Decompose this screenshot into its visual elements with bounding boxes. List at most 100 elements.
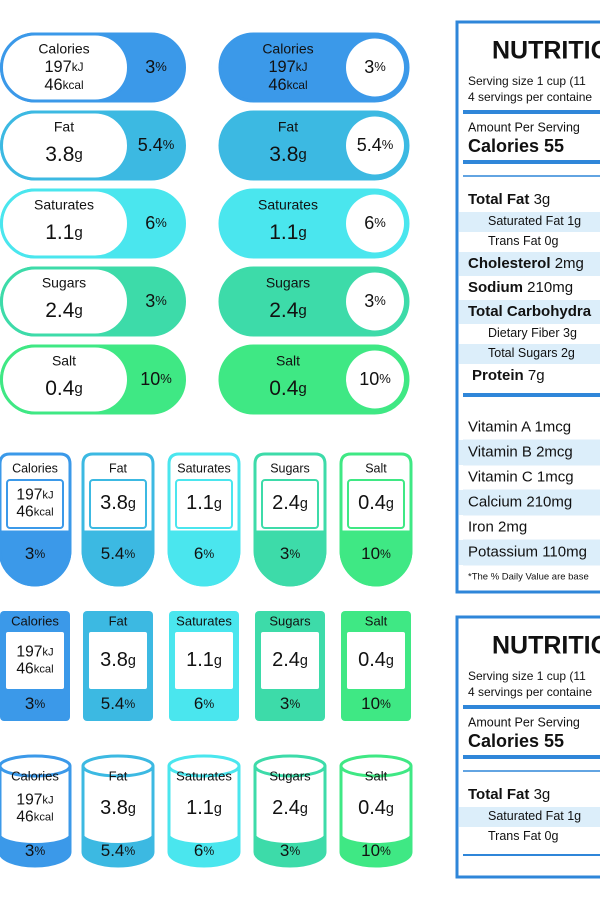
- value: 0.4: [358, 492, 386, 514]
- row-amount: 1mcg: [537, 468, 574, 485]
- nutrient-name: Saturates: [34, 197, 94, 213]
- value: 3: [280, 694, 289, 713]
- vitamin-row: Calcium 210mg: [468, 493, 572, 510]
- unit: %: [155, 215, 167, 230]
- percent: 3%: [280, 841, 300, 860]
- value: 5.4: [101, 544, 125, 563]
- row-label: Total Carbohydra: [468, 303, 592, 320]
- capsule-box: [6, 479, 64, 529]
- value: 197: [268, 59, 295, 77]
- nutrient-row: Trans Fat 0g: [488, 829, 558, 843]
- percent: 3%: [364, 291, 386, 311]
- unit: g: [128, 496, 136, 512]
- value: 3.8: [100, 797, 128, 819]
- unit: %: [289, 697, 300, 711]
- value: 197: [16, 792, 42, 809]
- capsule-box: [175, 479, 233, 529]
- percent: 3%: [25, 544, 45, 563]
- unit: kJ: [42, 795, 53, 807]
- value: 3: [25, 841, 34, 860]
- row-band: [459, 807, 600, 827]
- pill-inner: [0, 110, 130, 181]
- value: 3.8: [45, 143, 74, 166]
- unit: %: [124, 547, 135, 561]
- rule: [463, 755, 600, 759]
- percent: 10%: [361, 694, 391, 713]
- footnote: *The % Daily Value are base: [468, 572, 589, 583]
- row-label: Vitamin A: [468, 418, 531, 435]
- unit: %: [124, 844, 135, 858]
- unit: g: [128, 653, 136, 669]
- value: 6: [194, 694, 203, 713]
- unit: g: [298, 380, 306, 397]
- tag-box: [6, 632, 64, 689]
- value: 5.4: [101, 841, 125, 860]
- amount: 46kcal: [16, 660, 53, 677]
- value: 10: [361, 841, 380, 860]
- amount: 3.8g: [100, 492, 136, 514]
- value: 5.4: [138, 135, 163, 155]
- value: 10: [361, 544, 380, 563]
- cylinder-bottom: [169, 833, 239, 866]
- unit: %: [374, 215, 386, 230]
- cylinder-top: [339, 754, 413, 778]
- nutrient-row: Total Sugars 2g: [488, 346, 575, 360]
- row-amount: 1g: [567, 214, 581, 228]
- value: 2.4: [272, 492, 300, 514]
- value: 2.4: [272, 649, 300, 671]
- value: 5.4: [357, 135, 382, 155]
- nutrient-name: Sugars: [42, 275, 86, 291]
- value: 1.1: [186, 492, 214, 514]
- row-amount: 3g: [534, 191, 551, 208]
- unit: g: [300, 801, 308, 817]
- capsule-box: [89, 479, 147, 529]
- amount: 1.1g: [186, 649, 222, 671]
- vitamin-row: Potassium 110mg: [468, 543, 587, 560]
- row-band: [459, 440, 600, 465]
- unit: %: [380, 844, 391, 858]
- unit: %: [163, 137, 175, 152]
- nutrient-name: Sugars: [266, 275, 310, 291]
- amount: 46kcal: [16, 503, 53, 520]
- row-amount: 2g: [561, 346, 575, 360]
- row-band: [459, 252, 600, 276]
- unit: g: [74, 302, 82, 319]
- row-amount: 1g: [567, 809, 581, 823]
- unit: %: [160, 371, 172, 386]
- pill-inner: [0, 188, 130, 259]
- unit: %: [374, 59, 386, 74]
- amount: 197kJ: [268, 59, 307, 77]
- percent: 5.4%: [101, 694, 136, 713]
- nutrient-name: Calories: [12, 461, 58, 475]
- nutrient-name: Salt: [365, 461, 387, 475]
- row-label: Total Sugars: [488, 346, 557, 360]
- cylinder-bottom: [0, 833, 70, 866]
- tag-box: [89, 632, 147, 689]
- pill-circle: [346, 194, 404, 253]
- cylinder-top: [253, 754, 327, 778]
- vitamin-row: Vitamin C 1mcg: [468, 468, 574, 485]
- label-title: NUTRITIO: [492, 37, 600, 65]
- pill-inner: [0, 266, 130, 337]
- percent: 6%: [364, 213, 386, 233]
- nutrient-name: Salt: [276, 353, 300, 369]
- value: 3: [145, 57, 155, 77]
- rule: [463, 160, 600, 164]
- nutrient-name: Calories: [11, 613, 59, 628]
- cylinder-bottom: [341, 833, 411, 866]
- unit: g: [214, 801, 222, 817]
- percent: 3%: [280, 694, 300, 713]
- amount-per: Amount Per Serving: [468, 715, 580, 729]
- nutrient-name: Sugars: [269, 768, 311, 783]
- unit: %: [203, 547, 214, 561]
- amount: 2.4g: [272, 492, 308, 514]
- value: 3: [25, 544, 34, 563]
- capsule-bottom: [167, 530, 241, 587]
- unit: %: [34, 844, 45, 858]
- serving: 4 servings per containe: [468, 90, 592, 104]
- value: 3: [364, 291, 374, 311]
- percent: 10%: [361, 841, 391, 860]
- unit: kJ: [72, 60, 84, 74]
- nutrient-row: Sodium 210mg: [468, 279, 573, 296]
